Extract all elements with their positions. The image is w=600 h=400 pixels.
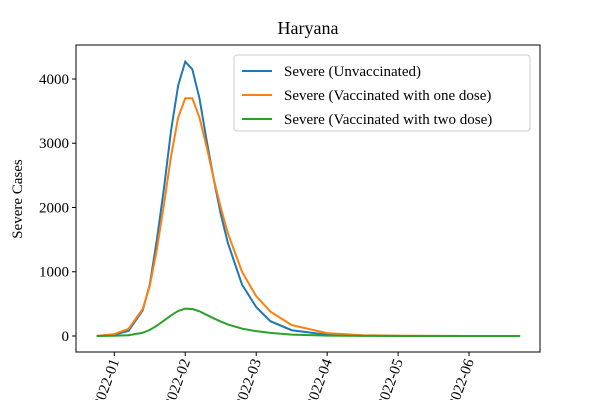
y-tick-label: 2000 xyxy=(39,200,69,216)
y-tick-label: 0 xyxy=(62,329,70,345)
legend-label: Severe (Vaccinated with two dose) xyxy=(284,112,492,128)
y-tick-label: 3000 xyxy=(39,136,69,152)
chart-title: Haryana xyxy=(278,18,339,38)
x-tick-label: 2022-02 xyxy=(162,357,194,400)
series-line xyxy=(96,307,521,337)
y-axis-label: Severe Cases xyxy=(10,159,26,239)
x-tick-label: 2022-03 xyxy=(233,357,265,400)
x-tick-label: 2022-01 xyxy=(91,357,123,400)
x-tick-label: 2022-06 xyxy=(446,356,478,400)
x-tick-label: 2022-05 xyxy=(375,357,407,400)
series-line xyxy=(96,97,521,337)
legend-label: Severe (Unvaccinated) xyxy=(284,64,421,80)
y-tick-label: 1000 xyxy=(39,265,69,281)
legend-label: Severe (Vaccinated with one dose) xyxy=(284,88,491,104)
legend-box xyxy=(233,54,531,132)
y-tick-label: 4000 xyxy=(39,72,69,88)
x-tick-label: 2022-04 xyxy=(304,356,336,400)
plot-frame xyxy=(75,44,541,353)
